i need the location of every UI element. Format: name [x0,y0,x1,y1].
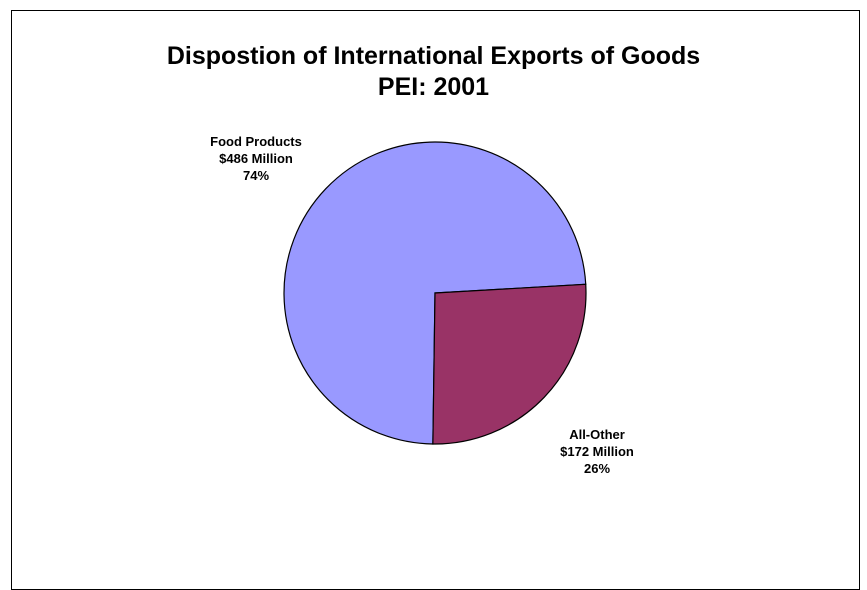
slice-label-all-other-percent: 26% [583,461,611,476]
pie-slice-all-other [432,283,587,445]
slice-label-food-products-value: $486 Million [219,151,293,166]
chart-title: Dispostion of International Exports of G… [166,42,701,70]
slice-label-food-products: Food Products $486 Million 74% [186,133,326,184]
slice-label-food-products-percent: 74% [242,168,270,183]
pie-chart [283,141,587,445]
slice-label-food-products-category: Food Products [210,134,302,149]
slice-label-all-other: All-Other $172 Million 26% [527,426,667,477]
chart-subtitle: PEI: 2001 [377,73,490,101]
slice-label-all-other-category: All-Other [569,427,625,442]
slice-label-all-other-value: $172 Million [560,444,634,459]
